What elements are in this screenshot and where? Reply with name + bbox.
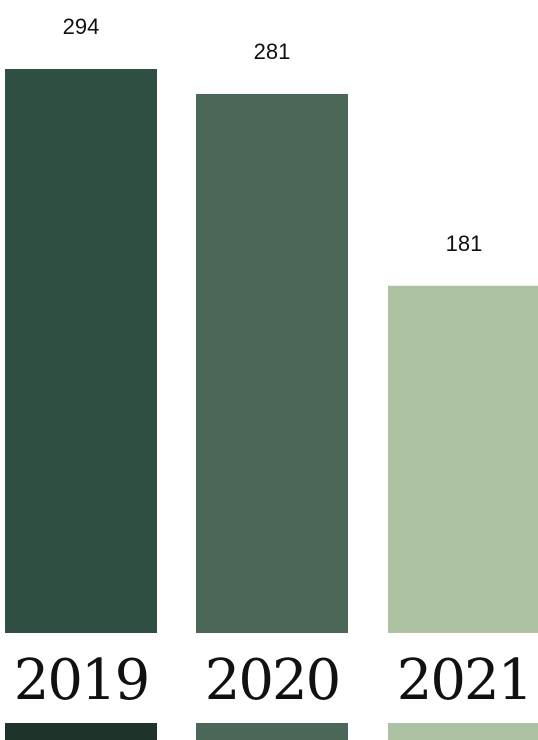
bar-2019 <box>5 69 157 633</box>
category-label-2021: 2021 <box>397 648 532 713</box>
bottom-strip-2021 <box>388 723 538 740</box>
value-label-2021: 181 <box>446 231 483 256</box>
bottom-strip-2019 <box>5 723 157 740</box>
value-label-2020: 281 <box>254 39 291 64</box>
bottom-strip-2020 <box>196 723 348 740</box>
category-label-2020: 2020 <box>205 648 340 713</box>
value-label-2019: 294 <box>63 14 100 39</box>
category-label-2019: 2019 <box>14 648 149 713</box>
bar-2020 <box>196 93 348 633</box>
bar-2021 <box>388 285 538 633</box>
